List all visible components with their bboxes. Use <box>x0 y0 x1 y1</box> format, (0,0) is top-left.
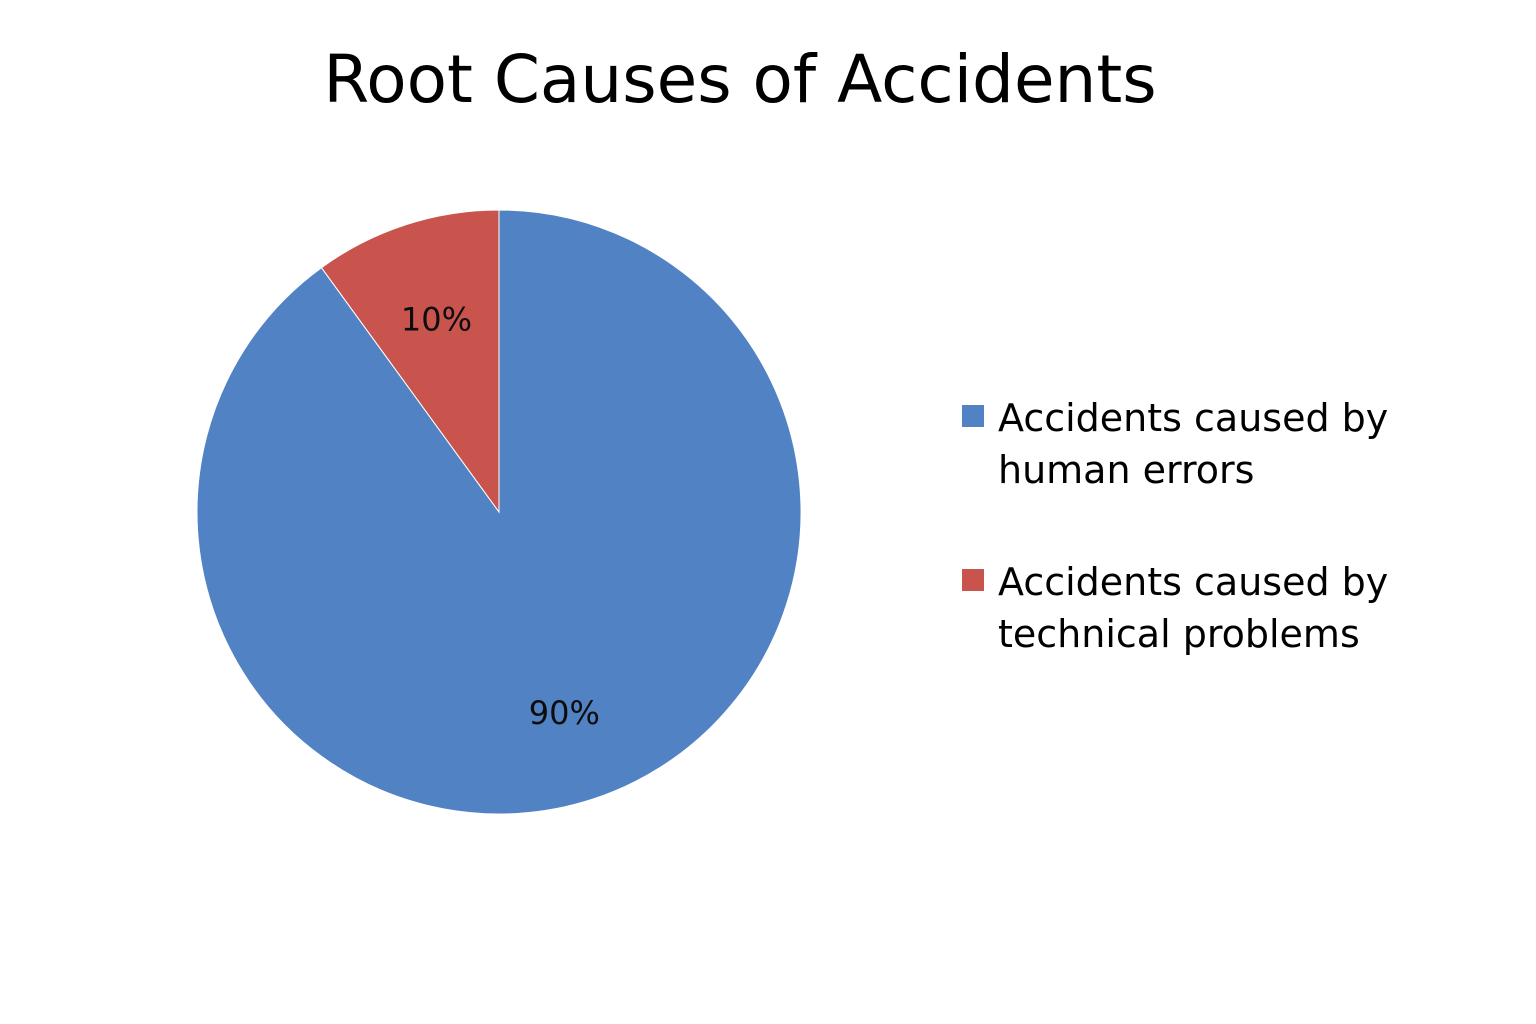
pie-data-labels: 90% 10% <box>401 301 600 732</box>
pie-slice-technical-problems <box>320 209 500 514</box>
pie-slices <box>196 209 802 815</box>
legend-item-technical-problems: Accidents caused by technical problems <box>962 556 1482 660</box>
legend-swatch-human-errors <box>962 405 984 427</box>
legend: Accidents caused by human errors Acciden… <box>962 392 1482 720</box>
data-label-human-errors: 90% <box>529 694 600 732</box>
legend-label-human-errors: Accidents caused by human errors <box>998 396 1389 492</box>
legend-swatch-technical-problems <box>962 569 984 591</box>
legend-item-human-errors: Accidents caused by human errors <box>962 392 1482 496</box>
legend-label-technical-problems: Accidents caused by technical problems <box>998 560 1389 656</box>
chart-title: Root Causes of Accidents <box>323 41 1157 118</box>
data-label-technical-problems: 10% <box>401 301 472 339</box>
